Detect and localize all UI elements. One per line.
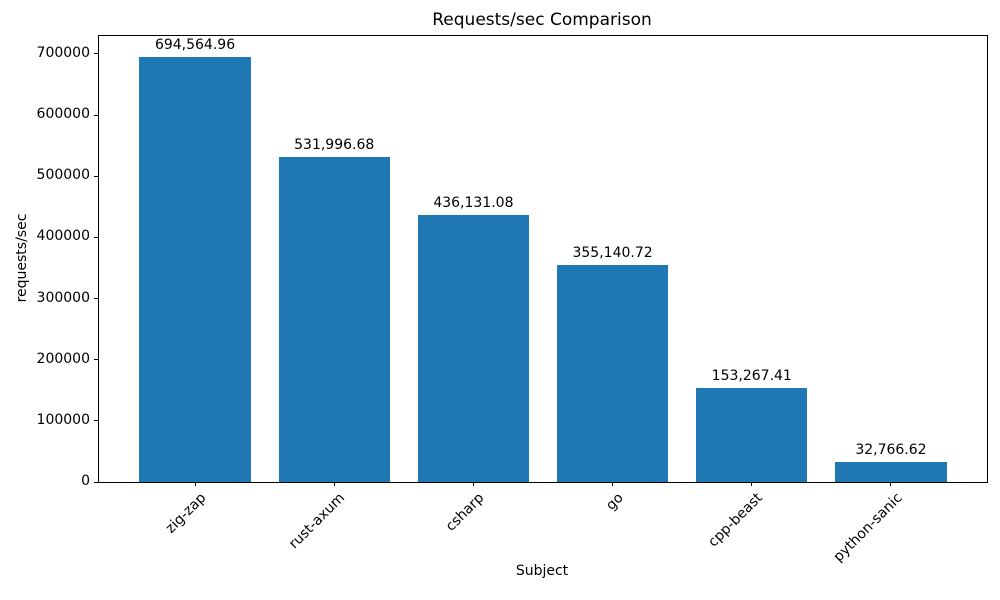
x-tick-label: rust-axum: [286, 490, 349, 553]
bar-rust-axum: [278, 156, 390, 482]
bar-value-label: 355,140.72: [572, 244, 653, 261]
y-axis-label: requests/sec: [14, 213, 30, 303]
bar-csharp: [417, 215, 530, 482]
x-axis-label: Subject: [515, 563, 569, 579]
y-tick-mark: [94, 481, 98, 483]
y-tick-mark: [94, 114, 98, 116]
y-tick-label: 200000: [36, 350, 90, 367]
bar-value-label: 531,996.68: [294, 136, 375, 153]
y-tick-label: 400000: [36, 228, 90, 245]
y-tick-label: 100000: [36, 411, 90, 428]
y-tick-mark: [94, 298, 98, 300]
x-tick-label: csharp: [443, 490, 488, 535]
bar-python-sanic: [835, 461, 947, 482]
chart-title: Requests/sec Comparison: [432, 10, 652, 30]
y-tick-mark: [94, 420, 98, 422]
x-tick-mark: [612, 482, 614, 486]
x-tick-mark: [194, 482, 196, 486]
x-tick-mark: [890, 482, 892, 486]
y-tick-mark: [94, 236, 98, 238]
y-tick-mark: [94, 53, 98, 55]
x-tick-mark: [472, 482, 474, 486]
x-tick-label: zig-zap: [162, 490, 210, 537]
y-tick-label: 700000: [36, 44, 90, 61]
x-tick-mark: [333, 482, 335, 486]
y-tick-label: 600000: [36, 106, 90, 123]
bar-value-label: 694,564.96: [154, 37, 236, 54]
x-tick-label: go: [603, 490, 627, 514]
bar-value-label: 436,131.08: [433, 195, 514, 212]
plot-area: 0 100000 200000 300000 400000 500000 600000 700…: [37, 35, 988, 565]
bar-cpp-beast: [696, 388, 808, 482]
x-tick-label: python-sanic: [830, 490, 906, 566]
bar-value-label: 153,267.41: [711, 368, 792, 385]
bar-value-label: 32,766.62: [855, 441, 927, 458]
x-tick-label: cpp-beast: [705, 490, 767, 551]
y-tick-label: 0: [81, 473, 90, 489]
y-tick-label: 300000: [36, 289, 90, 306]
x-tick-mark: [751, 482, 753, 486]
y-tick-mark: [94, 359, 98, 361]
y-tick-mark: [94, 175, 98, 177]
y-tick-label: 500000: [36, 167, 90, 184]
bar-zig-zap: [139, 57, 251, 482]
bar-go: [556, 264, 669, 482]
